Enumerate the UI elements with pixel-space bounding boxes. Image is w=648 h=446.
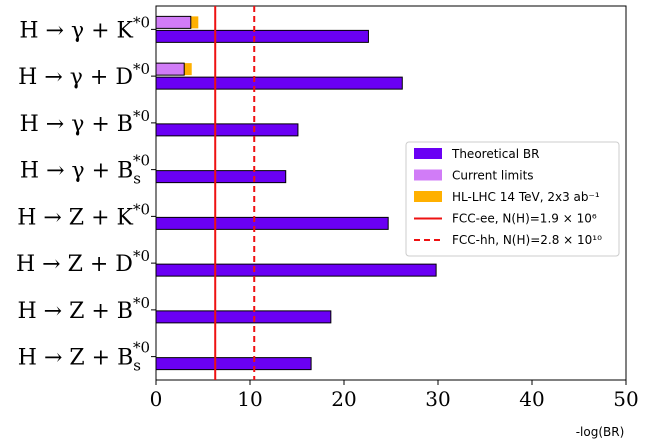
bar-theoretical-4 [155,216,389,230]
legend-swatch-1 [414,169,442,181]
legend-swatch-0 [414,148,442,159]
legend-label-0: Theoretical BR [451,147,539,161]
legend-label-3: FCC-ee, N(H)=1.9 × 10⁶ [452,212,597,226]
legend-box [405,141,620,257]
y-tick-label-0: H → γ + K*0 [19,13,150,43]
legend-swatch-2 [414,191,442,202]
legend-label-2: HL-LHC 14 TeV, 2x3 ab⁻¹ [452,190,600,204]
bar-theoretical-1 [155,76,403,90]
bar-theoretical-5 [155,263,437,277]
bar-current-1 [155,62,185,76]
bar-theoretical-2 [155,123,299,137]
y-tick-label-7: H → Z + Bs*0 [18,339,150,375]
x-tick-label-5: 50 [613,387,638,411]
y-tick-label-3: H → γ + Bs*0 [20,152,150,188]
x-tick-label-0: 0 [150,387,163,411]
legend-label-1: Current limits [452,169,534,183]
bar-theoretical-7 [155,357,312,371]
x-tick-label-3: 30 [425,387,450,411]
legend: Theoretical BR Current limits HL-LHC 14 Te… [405,141,620,257]
y-tick-label-2: H → γ + B*0 [20,107,150,137]
bar-current-0 [155,15,192,29]
x-tick-label-2: 20 [331,387,356,411]
y-tick-label-6: H → Z + B*0 [17,294,150,324]
y-tick-label-4: H → Z + K*0 [17,200,150,230]
plot-frame [155,5,627,381]
y-tick-label-1: H → γ + D*0 [18,60,150,90]
bar-theoretical-3 [155,170,287,184]
bar-theoretical-0 [155,29,369,43]
bar-theoretical-6 [155,310,332,324]
x-axis-label: -log(BR) [576,425,625,439]
legend-label-4: FCC-hh, N(H)=2.8 × 10¹⁰ [452,233,602,247]
x-tick-label-1: 10 [237,387,262,411]
y-tick-label-5: H → Z + D*0 [16,247,150,277]
x-tick-label-4: 40 [519,387,544,411]
